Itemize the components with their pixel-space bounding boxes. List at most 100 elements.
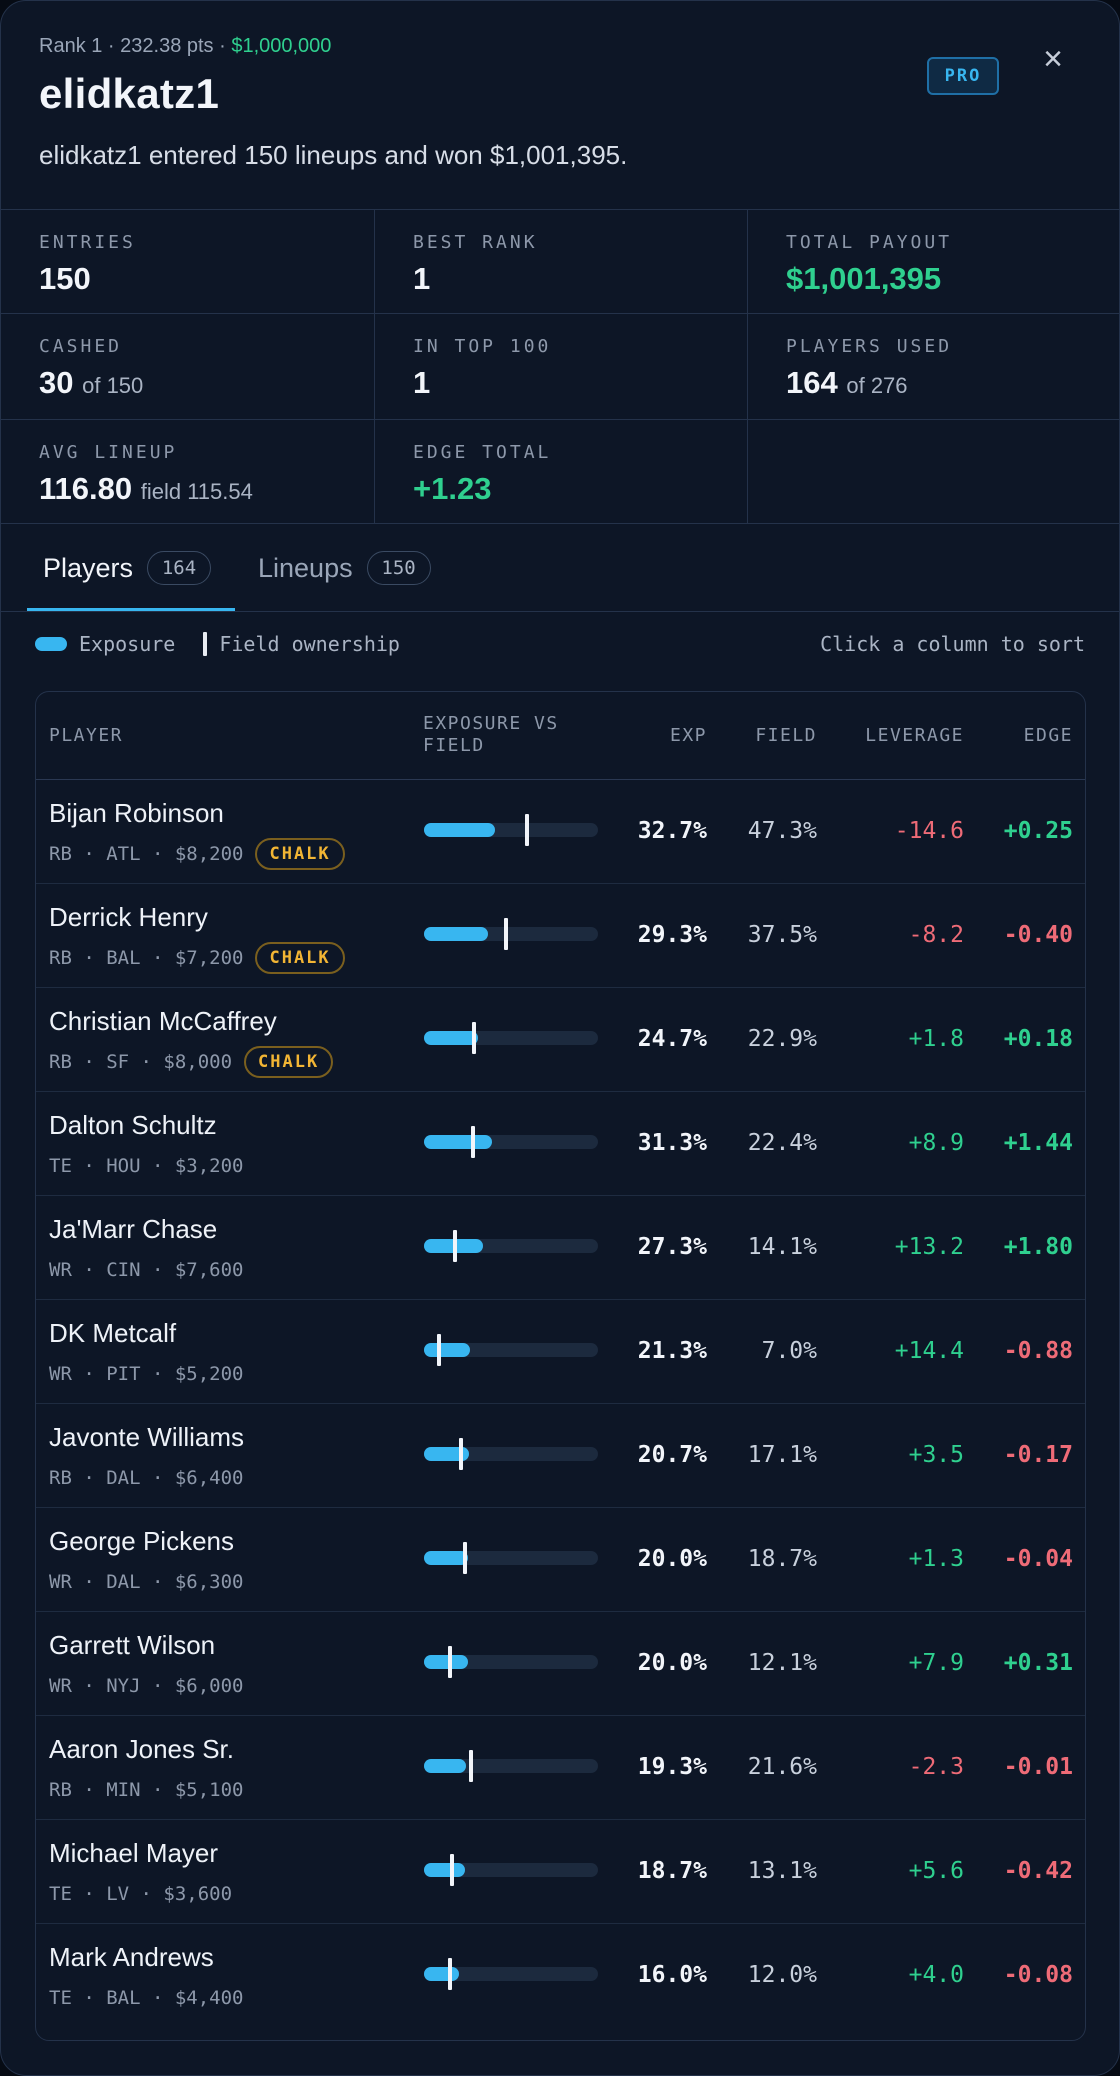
player-name: Michael Mayer — [49, 1838, 219, 1868]
edge-value: +0.25 — [1003, 818, 1073, 844]
column-exposure-vs-field-line2: FIELD — [423, 735, 485, 756]
stat-label: TOTAL PAYOUT — [786, 232, 953, 253]
exposure-value: 27.3% — [637, 1234, 707, 1260]
legend: Exposure Field ownership — [35, 630, 400, 658]
stat-label: EDGE TOTAL — [413, 442, 552, 463]
table-row[interactable]: Mark Andrews TE · BAL · $4,400 16.0% 12.0% +… — [36, 1924, 1085, 2028]
leverage-value: +7.9 — [908, 1650, 964, 1676]
player-name: Christian McCaffrey — [49, 1006, 277, 1036]
edge-value: -0.04 — [1003, 1546, 1073, 1572]
table-row[interactable]: Bijan Robinson RB · ATL · $8,200 CHALK 32.7… — [36, 780, 1085, 884]
leverage-value: -8.2 — [908, 922, 964, 948]
field-ownership-marker — [503, 918, 508, 950]
exposure-bar — [424, 1854, 598, 1886]
field-ownership-marker — [462, 1542, 467, 1574]
field-value: 47.3% — [747, 818, 817, 844]
player-info: WR · CIN · $7,600 — [49, 1254, 243, 1286]
table-row[interactable]: DK Metcalf WR · PIT · $5,200 21.3% 7.0% +14.… — [36, 1300, 1085, 1404]
stat-value-number: 1 — [413, 365, 431, 400]
column-exposure-vs-field[interactable]: EXPOSURE VS FIELD — [423, 713, 559, 757]
tab-players[interactable]: Players 164 — [43, 524, 212, 612]
players-table: PLAYER EXPOSURE VS FIELD EXP FIELD LEVER… — [35, 691, 1086, 2041]
column-player[interactable]: PLAYER — [49, 725, 124, 746]
username-title: elidkatz1 — [39, 70, 220, 117]
field-ownership-marker — [448, 1646, 453, 1678]
player-meta: RB · SF · $8,000 — [49, 1051, 233, 1073]
exposure-bar — [424, 1646, 598, 1678]
edge-value: -0.17 — [1003, 1442, 1073, 1468]
legend-row: Exposure Field ownership Click a column … — [1, 612, 1119, 692]
player-info: TE · HOU · $3,200 — [49, 1150, 243, 1182]
panel-header: Rank 1 · 232.38 pts · $1,000,000 elidkat… — [1, 1, 1119, 209]
player-info: RB · SF · $8,000 CHALK — [49, 1046, 334, 1078]
exposure-bar-fill — [424, 927, 488, 941]
player-name: Bijan Robinson — [49, 798, 224, 828]
stat-value-number: $1,001,395 — [786, 261, 942, 296]
player-meta: RB · DAL · $6,400 — [49, 1467, 244, 1489]
leverage-value: +3.5 — [908, 1442, 964, 1468]
player-info: WR · DAL · $6,300 — [49, 1566, 243, 1598]
column-exposure-vs-field-line1: EXPOSURE VS — [423, 713, 559, 734]
player-info: TE · BAL · $4,400 — [49, 1982, 243, 2014]
player-name: Javonte Williams — [49, 1422, 245, 1452]
player-name: Mark Andrews — [49, 1942, 214, 1972]
field-value: 17.1% — [747, 1442, 817, 1468]
player-info: RB · ATL · $8,200 CHALK — [49, 838, 345, 870]
edge-value: -0.40 — [1003, 922, 1073, 948]
field-ownership-marker — [471, 1022, 476, 1054]
player-info: WR · NYJ · $6,000 — [49, 1670, 243, 1702]
player-meta: TE · HOU · $3,200 — [49, 1155, 244, 1177]
table-row[interactable]: Christian McCaffrey RB · SF · $8,000 CHALK… — [36, 988, 1085, 1092]
table-row[interactable]: Aaron Jones Sr. RB · MIN · $5,100 19.3% 21.… — [36, 1716, 1085, 1820]
close-button[interactable]: × — [1037, 42, 1069, 76]
exposure-value: 24.7% — [637, 1026, 707, 1052]
legend-exposure-label: Exposure — [79, 632, 176, 656]
stat-label: PLAYERS USED — [786, 336, 953, 357]
leverage-value: -14.6 — [894, 818, 964, 844]
stats-grid: ENTRIES 150 BEST RANK 1 TOTAL PAYOUT $1,001,3… — [1, 209, 1119, 524]
column-field[interactable]: FIELD — [755, 725, 817, 746]
stat-cashed: CASHED 30 of 150 — [1, 314, 375, 420]
table-row[interactable]: Ja'Marr Chase WR · CIN · $7,600 27.3% 14.1%… — [36, 1196, 1085, 1300]
table-row[interactable]: George Pickens WR · DAL · $6,300 20.0% 18.7… — [36, 1508, 1085, 1612]
table-row[interactable]: Javonte Williams RB · DAL · $6,400 20.7% 17… — [36, 1404, 1085, 1508]
exposure-bar — [424, 1750, 598, 1782]
player-name: Ja'Marr Chase — [49, 1214, 218, 1244]
table-row[interactable]: Derrick Henry RB · BAL · $7,200 CHALK 29.3%… — [36, 884, 1085, 988]
chalk-badge: CHALK — [255, 942, 345, 974]
leverage-value: +4.0 — [908, 1962, 964, 1988]
stat-best-rank: BEST RANK 1 — [375, 210, 748, 314]
table-row[interactable]: Garrett Wilson WR · NYJ · $6,000 20.0% 12.1… — [36, 1612, 1085, 1716]
exposure-bar — [424, 1542, 598, 1574]
field-ownership-marker — [470, 1126, 475, 1158]
field-ownership-swatch — [203, 632, 208, 656]
field-value: 12.1% — [747, 1650, 817, 1676]
exposure-bar — [424, 1958, 598, 1990]
sort-hint: Click a column to sort — [820, 632, 1085, 656]
stat-edge-total: EDGE TOTAL +1.23 — [375, 420, 748, 524]
rank-points-text: Rank 1 · 232.38 pts · — [39, 35, 232, 57]
tab-lineups[interactable]: Lineups 150 — [258, 524, 431, 612]
player-name: Aaron Jones Sr. — [49, 1734, 234, 1764]
edge-value: +1.80 — [1003, 1234, 1073, 1260]
stat-value: $1,001,395 — [786, 261, 1119, 297]
stat-value-number: 164 — [786, 365, 838, 400]
leverage-value: -2.3 — [908, 1754, 964, 1780]
field-value: 12.0% — [747, 1962, 817, 1988]
column-edge[interactable]: EDGE — [1023, 725, 1073, 746]
stat-label: CASHED — [39, 336, 123, 357]
stat-value-number: 116.80 — [39, 471, 133, 506]
edge-value: -0.88 — [1003, 1338, 1073, 1364]
table-header: PLAYER EXPOSURE VS FIELD EXP FIELD LEVER… — [36, 692, 1085, 780]
exposure-bar-fill — [424, 823, 496, 837]
column-leverage[interactable]: LEVERAGE — [865, 725, 964, 746]
table-row[interactable]: Dalton Schultz TE · HOU · $3,200 31.3% 22.4… — [36, 1092, 1085, 1196]
leverage-value: +1.8 — [908, 1026, 964, 1052]
exposure-bar-fill — [424, 1447, 470, 1461]
table-row[interactable]: Michael Mayer TE · LV · $3,600 18.7% 13.1% +… — [36, 1820, 1085, 1924]
edge-value: +1.44 — [1003, 1130, 1073, 1156]
column-exp[interactable]: EXP — [669, 725, 707, 746]
exposure-bar-fill — [424, 1031, 478, 1045]
stat-value: 1 — [413, 365, 747, 401]
field-ownership-marker — [524, 814, 529, 846]
